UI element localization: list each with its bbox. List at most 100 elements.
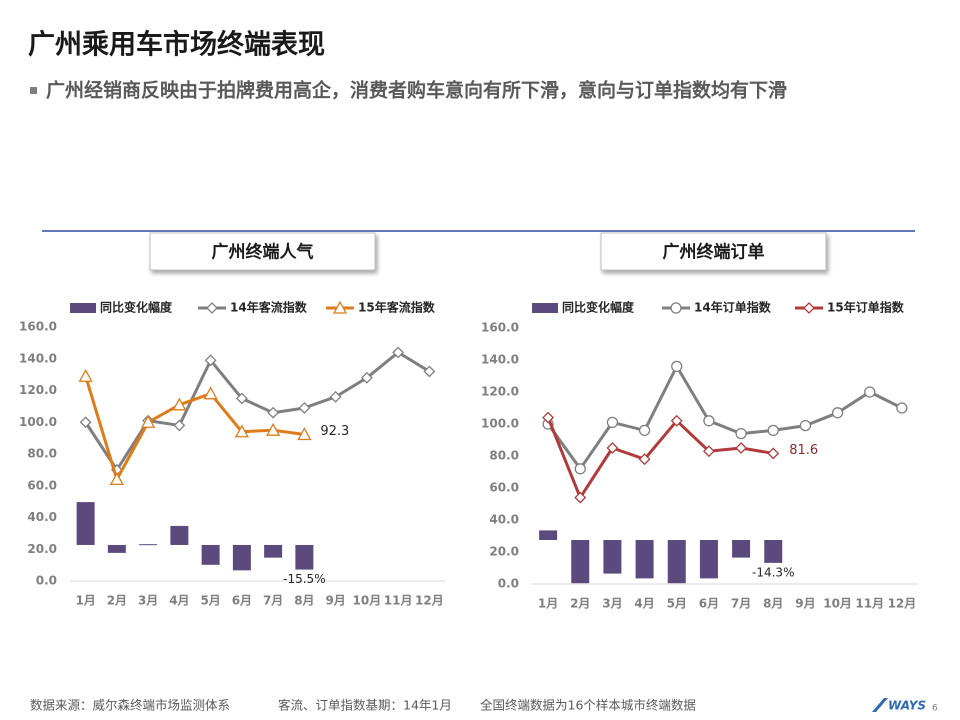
marker xyxy=(606,416,619,429)
marker xyxy=(204,354,217,367)
chart-title-box xyxy=(149,232,376,271)
marker xyxy=(298,402,311,414)
marker xyxy=(574,491,587,504)
line xyxy=(546,364,903,471)
x-tick-label: 12月 xyxy=(415,594,444,608)
marker xyxy=(767,424,779,437)
marker xyxy=(831,407,844,419)
marker xyxy=(767,447,780,460)
x-tick-label: 2月 xyxy=(570,597,590,611)
x-tick-label: 6月 xyxy=(232,594,252,608)
bar xyxy=(139,544,158,546)
marker xyxy=(896,402,908,414)
bar-value-label: -14.3% xyxy=(752,565,794,579)
page-number: 6 xyxy=(932,704,938,714)
bar-value-label: -15.5% xyxy=(283,572,325,586)
y-tick-label: 20.0 xyxy=(27,542,57,556)
bar xyxy=(667,540,686,584)
legend-label: 14年客流指数 xyxy=(230,300,308,315)
bar xyxy=(732,540,751,558)
bullet xyxy=(30,87,37,94)
bar xyxy=(107,544,126,553)
y-tick-label: 160.0 xyxy=(481,321,519,335)
y-tick-label: 40.0 xyxy=(27,510,57,524)
x-tick-label: 9月 xyxy=(795,597,815,611)
chart-title-box xyxy=(600,232,827,271)
x-tick-label: 8月 xyxy=(763,597,783,611)
marker xyxy=(297,427,312,441)
y-tick-label: 120.0 xyxy=(481,385,519,399)
marker xyxy=(329,390,342,403)
legend-label: 同比变化幅度 xyxy=(562,300,635,315)
x-tick-label: 9月 xyxy=(325,594,345,608)
y-tick-label: 160.0 xyxy=(19,320,57,334)
legend-marker xyxy=(803,302,815,314)
legend-label: 15年客流指数 xyxy=(358,300,436,315)
line xyxy=(84,375,305,481)
x-tick-label: 5月 xyxy=(667,597,687,611)
marker xyxy=(735,442,748,454)
marker xyxy=(670,414,683,427)
footer-source: 数据来源：威尔森终端市场监测体系 xyxy=(30,698,230,713)
marker xyxy=(266,422,281,436)
marker xyxy=(423,365,436,378)
bar xyxy=(201,544,220,565)
marker xyxy=(172,397,187,411)
marker xyxy=(79,416,92,429)
y-tick-label: 140.0 xyxy=(19,351,57,365)
bar xyxy=(571,540,590,584)
marker xyxy=(638,424,651,437)
x-tick-label: 2月 xyxy=(107,594,127,608)
marker xyxy=(141,414,156,428)
marker xyxy=(799,419,812,432)
legend-marker xyxy=(332,300,348,314)
bar xyxy=(603,540,622,574)
legend-swatch xyxy=(70,303,96,313)
x-tick-label: 10月 xyxy=(823,597,852,611)
marker xyxy=(703,415,715,427)
marker xyxy=(78,368,93,382)
legend-label: 15年订单指数 xyxy=(827,300,905,315)
y-tick-label: 40.0 xyxy=(489,513,519,527)
bar xyxy=(539,530,558,540)
y-tick-label: 80.0 xyxy=(27,447,57,461)
y-tick-label: 0.0 xyxy=(498,577,519,591)
marker xyxy=(203,386,218,400)
x-tick-label: 6月 xyxy=(699,597,719,611)
legend-marker xyxy=(206,302,218,314)
x-tick-label: 7月 xyxy=(263,594,283,608)
bar xyxy=(170,525,189,545)
slide-title: 广州乘用车市场终端表现 xyxy=(28,29,325,61)
line-value-label: 81.6 xyxy=(789,443,818,458)
marker xyxy=(606,442,619,454)
marker xyxy=(267,406,280,419)
marker xyxy=(542,411,555,424)
y-tick-label: 60.0 xyxy=(27,478,57,492)
bar xyxy=(232,544,251,571)
chart-title: 广州终端订单 xyxy=(663,242,765,263)
marker xyxy=(574,463,586,475)
marker xyxy=(234,424,249,438)
x-tick-label: 1月 xyxy=(538,597,558,611)
x-tick-label: 3月 xyxy=(138,594,158,608)
footer-base: 客流、订单指数基期：14年1月 xyxy=(278,698,452,713)
legend-marker xyxy=(670,302,682,314)
bar xyxy=(699,540,718,579)
x-tick-label: 4月 xyxy=(169,594,189,608)
marker xyxy=(173,419,186,432)
marker xyxy=(235,392,248,405)
x-tick-label: 12月 xyxy=(888,597,917,611)
footer-note: 全国终端数据为16个样本城市终端数据 xyxy=(480,698,696,713)
line xyxy=(84,350,431,472)
chart-title: 广州终端人气 xyxy=(212,242,314,263)
x-tick-label: 3月 xyxy=(602,597,622,611)
marker xyxy=(671,360,683,373)
logo-mark xyxy=(872,698,888,712)
x-tick-label: 5月 xyxy=(200,594,220,608)
y-tick-label: 0.0 xyxy=(36,574,57,588)
marker xyxy=(392,346,405,359)
bar xyxy=(76,502,95,545)
y-tick-label: 100.0 xyxy=(19,415,57,429)
y-tick-label: 20.0 xyxy=(489,545,519,559)
